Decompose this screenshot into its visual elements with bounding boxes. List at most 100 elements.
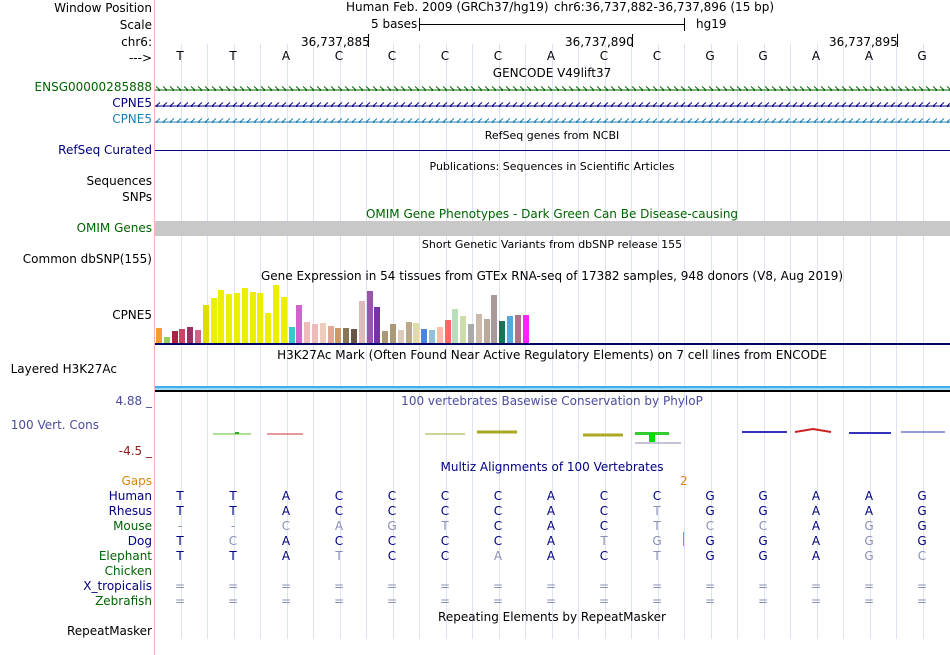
gtex-tissue-bar[interactable] xyxy=(421,329,428,343)
omim-genes-label[interactable]: OMIM Genes xyxy=(76,221,152,235)
scale-bar-right-cap xyxy=(684,18,685,31)
snps-label[interactable]: SNPs xyxy=(122,190,152,204)
gtex-tissue-bar[interactable] xyxy=(366,291,373,343)
gtex-tissue-bar[interactable] xyxy=(514,315,521,343)
refseq-gene-line[interactable] xyxy=(155,150,950,151)
strand-arrow-label[interactable]: ---> xyxy=(128,51,152,65)
gtex-tissue-bar[interactable] xyxy=(405,322,412,343)
gtex-tissue-bar[interactable] xyxy=(218,290,225,343)
chr-label[interactable]: chr6: xyxy=(121,35,152,49)
gtex-tissue-bar[interactable] xyxy=(226,294,233,343)
gridline xyxy=(816,44,818,639)
gtex-tissue-bar[interactable] xyxy=(273,285,279,343)
gene-feature-ensg[interactable] xyxy=(155,83,950,91)
gtex-tissue-bar[interactable] xyxy=(234,293,240,343)
species-label[interactable]: Mouse xyxy=(113,519,152,533)
gtex-tissue-bar[interactable] xyxy=(460,316,467,343)
alignment-base: = xyxy=(863,579,875,593)
gtex-tissue-bar[interactable] xyxy=(429,330,435,343)
alignment-base: G xyxy=(864,549,874,563)
gtex-tissue-bar[interactable] xyxy=(499,321,506,343)
species-label[interactable]: Human xyxy=(108,489,152,503)
h3k27ac-baseline xyxy=(155,390,950,392)
gtex-tissue-bar[interactable] xyxy=(522,315,529,343)
sequences-label[interactable]: Sequences xyxy=(86,174,152,188)
alignment-base: A xyxy=(281,534,291,548)
gridline xyxy=(604,44,606,639)
scale-label[interactable]: Scale xyxy=(119,18,152,32)
species-label[interactable]: Dog xyxy=(127,534,152,548)
phylop-signal[interactable] xyxy=(155,420,950,450)
gtex-tissue-bar[interactable] xyxy=(468,324,474,343)
alignment-base: C xyxy=(652,489,662,503)
sequence-base: A xyxy=(546,49,556,63)
gtex-tissue-bar[interactable] xyxy=(382,331,389,343)
alignment-base: C xyxy=(440,489,450,503)
conservation-label[interactable]: 100 Vert. Cons xyxy=(10,418,99,432)
gtex-tissue-bar[interactable] xyxy=(156,328,162,343)
sequence-base: C xyxy=(493,49,503,63)
species-label[interactable]: X_tropicalis xyxy=(83,579,152,593)
gaps-label[interactable]: Gaps xyxy=(121,474,152,488)
gtex-tissue-bar[interactable] xyxy=(491,295,498,343)
gridline xyxy=(922,44,924,639)
gtex-tissue-bar[interactable] xyxy=(390,324,396,343)
alignment-base: C xyxy=(493,519,503,533)
h3k27ac-signal[interactable] xyxy=(155,386,950,388)
gtex-tissue-bar[interactable] xyxy=(265,313,272,343)
gtex-tissue-bar[interactable] xyxy=(296,305,303,343)
refseq-curated-label[interactable]: RefSeq Curated xyxy=(58,143,152,157)
gtex-tissue-bar[interactable] xyxy=(312,324,318,343)
gtex-tissue-bar[interactable] xyxy=(413,323,420,343)
gtex-tissue-bar[interactable] xyxy=(343,328,350,343)
gtex-tissue-bar[interactable] xyxy=(210,298,217,343)
gtex-tissue-bar[interactable] xyxy=(280,297,287,343)
gtex-gene-label[interactable]: CPNE5 xyxy=(112,308,152,322)
h3k27ac-title: H3K27Ac Mark (Often Found Near Active Re… xyxy=(277,348,827,362)
gtex-tissue-bar[interactable] xyxy=(351,329,357,343)
gridline xyxy=(551,44,553,639)
alignment-base: = xyxy=(545,579,557,593)
species-label[interactable]: Elephant xyxy=(98,549,152,563)
gtex-tissue-bar[interactable] xyxy=(195,330,201,343)
gtex-tissue-bar[interactable] xyxy=(249,292,256,343)
gtex-tissue-bar[interactable] xyxy=(444,320,451,343)
gtex-tissue-bar[interactable] xyxy=(507,316,513,343)
species-label[interactable]: Rhesus xyxy=(108,504,152,518)
gtex-tissue-bar[interactable] xyxy=(452,309,459,343)
gene-feature-cpne5-alt[interactable] xyxy=(155,115,950,123)
common-dbsnp-label[interactable]: Common dbSNP(155) xyxy=(22,252,152,266)
gene-label-ensg[interactable]: ENSG00000285888 xyxy=(34,80,152,94)
gtex-tissue-bar[interactable] xyxy=(358,301,365,343)
gene-feature-cpne5[interactable] xyxy=(155,99,950,107)
gtex-tissue-bar[interactable] xyxy=(187,327,194,343)
gridline xyxy=(869,44,871,639)
gtex-tissue-bar[interactable] xyxy=(335,328,342,343)
genome-browser-canvas[interactable]: Human Feb. 2009 (GRCh37/hg19) chr6:36,73… xyxy=(155,0,950,655)
h3k27ac-label[interactable]: Layered H3K27Ac xyxy=(10,362,117,376)
gridline xyxy=(578,44,579,639)
gtex-tissue-bar[interactable] xyxy=(288,327,295,343)
omim-phenotype-bar[interactable] xyxy=(155,221,950,236)
gene-label-cpne5[interactable]: CPNE5 xyxy=(112,96,152,110)
gtex-tissue-bar[interactable] xyxy=(319,323,326,343)
species-label[interactable]: Zebrafish xyxy=(95,594,152,608)
gtex-tissue-bar[interactable] xyxy=(241,288,248,343)
gtex-tissue-bar[interactable] xyxy=(475,314,482,343)
gtex-tissue-bar[interactable] xyxy=(257,293,264,343)
gtex-tissue-bar[interactable] xyxy=(304,322,311,343)
species-label[interactable]: Chicken xyxy=(104,564,152,578)
gtex-tissue-bar[interactable] xyxy=(163,337,170,343)
gridline xyxy=(419,44,420,639)
repeatmasker-label[interactable]: RepeatMasker xyxy=(66,624,152,638)
gtex-tissue-bar[interactable] xyxy=(397,330,404,343)
gtex-tissue-bar[interactable] xyxy=(171,331,178,343)
gtex-tissue-bar[interactable] xyxy=(202,305,209,343)
gtex-tissue-bar[interactable] xyxy=(327,326,334,343)
gtex-tissue-bar[interactable] xyxy=(483,319,490,343)
gtex-tissue-bar[interactable] xyxy=(179,329,186,343)
gtex-tissue-bar[interactable] xyxy=(374,307,381,343)
gene-label-cpne5-alt[interactable]: CPNE5 xyxy=(112,112,152,126)
gtex-tissue-bar[interactable] xyxy=(436,327,443,343)
window-position-label[interactable]: Window Position xyxy=(54,1,152,15)
